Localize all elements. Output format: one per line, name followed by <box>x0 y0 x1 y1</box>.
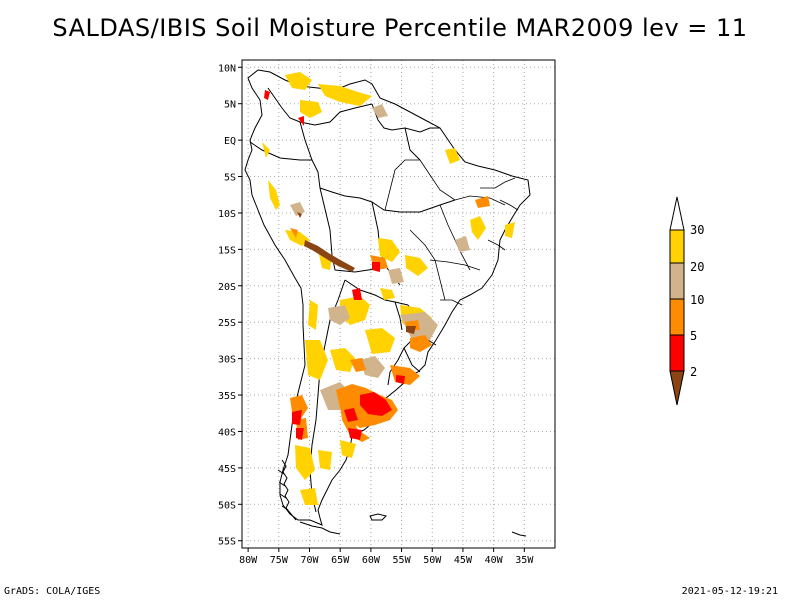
lat-tick-label: 35S <box>218 391 236 402</box>
lon-tick-label: 35W <box>515 555 534 566</box>
lat-tick-label: EQ <box>224 136 236 147</box>
legend-label-20: 20 <box>690 260 704 274</box>
lat-tick-label: 5S <box>224 173 236 184</box>
chile-archipelago <box>277 459 527 537</box>
lon-tick-label: 60W <box>362 555 381 566</box>
legend-label-10: 10 <box>690 293 704 307</box>
legend-bin-orange <box>669 298 685 336</box>
lat-tick-label: 45S <box>218 464 236 475</box>
lat-tick-label: 55S <box>218 537 236 548</box>
percentile-shading <box>262 72 515 505</box>
footer-credit: GrADS: COLA/IGES <box>4 586 101 597</box>
lat-tick-label: 15S <box>218 245 236 256</box>
lat-tick-label: 25S <box>218 318 236 329</box>
legend-label-30: 30 <box>690 223 704 237</box>
lat-tick-label: 20S <box>218 282 236 293</box>
longitude-tick-labels: 80W 75W 70W 65W 60W 55W 50W 45W 40W 35W <box>239 555 534 566</box>
legend-label-5: 5 <box>690 329 697 343</box>
map-title: SALDAS/IBIS Soil Moisture Percentile MAR… <box>52 14 748 42</box>
lon-tick-label: 75W <box>270 555 289 566</box>
legend-bin-gold <box>669 229 685 264</box>
colorbar-legend: 30 20 10 5 2 <box>669 196 704 406</box>
lon-tick-label: 70W <box>300 555 319 566</box>
lon-tick-label: 55W <box>393 555 412 566</box>
lon-tick-label: 45W <box>454 555 473 566</box>
lat-tick-label: 30S <box>218 355 236 366</box>
lat-tick-label: 5N <box>224 100 236 111</box>
legend-top-triangle <box>669 196 685 231</box>
legend-bin-tan <box>669 262 685 300</box>
legend-bin-red <box>669 334 685 372</box>
lat-tick-label: 40S <box>218 427 236 438</box>
legend-label-2: 2 <box>690 365 697 379</box>
lon-tick-label: 40W <box>485 555 504 566</box>
lat-tick-label: 10S <box>218 209 236 220</box>
lat-tick-label: 50S <box>218 500 236 511</box>
lon-tick-label: 65W <box>331 555 350 566</box>
state-borders <box>384 159 519 306</box>
lon-tick-label: 80W <box>239 555 258 566</box>
lat-tick-label: 10N <box>218 63 236 74</box>
lon-tick-label: 50W <box>423 555 442 566</box>
map-frame <box>241 59 556 549</box>
latitude-tick-labels: 10N 5N EQ 5S 10S 15S 20S 25S 30S 35S 40S 45S 50S 55S <box>218 63 236 547</box>
legend-bottom-triangle <box>669 370 685 406</box>
footer-timestamp: 2021-05-12-19:21 <box>681 586 778 597</box>
